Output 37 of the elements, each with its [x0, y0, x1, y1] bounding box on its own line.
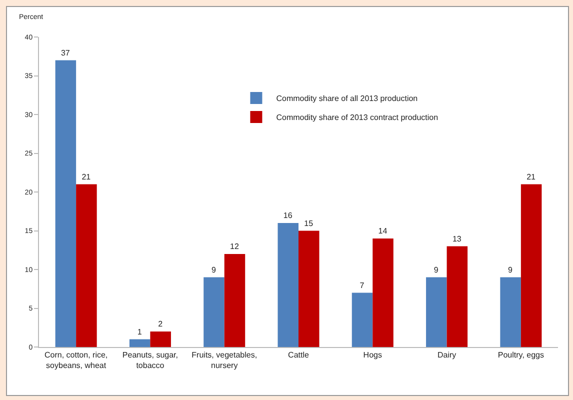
data-label: 21: [526, 172, 536, 182]
bar: [204, 277, 224, 347]
bar: [352, 292, 373, 347]
bar: [150, 332, 171, 347]
data-label: 21: [82, 172, 92, 182]
bar: [278, 223, 298, 347]
data-label: 15: [304, 218, 314, 228]
bar: [129, 339, 150, 347]
data-label: 9: [508, 265, 514, 274]
bar: [520, 184, 542, 347]
data-label: 37: [60, 48, 70, 58]
data-label: 13: [452, 234, 462, 244]
x-tick-label: Fruits, vegetables, nursery: [192, 350, 258, 370]
data-label: 9: [434, 265, 439, 274]
bar: [76, 184, 97, 347]
x-tick-label: Hogs: [363, 350, 382, 360]
bar: [426, 277, 447, 347]
bar: [446, 246, 468, 347]
data-label: 7: [360, 280, 365, 290]
data-label: 9: [211, 265, 216, 274]
data-label: 2: [158, 320, 164, 328]
bar: [224, 254, 246, 347]
legend-label: Commodity share of all 2013 production: [276, 94, 418, 104]
data-label: 12: [230, 242, 240, 251]
x-tick-label: Poultry, eggs: [498, 350, 544, 360]
bar: [500, 277, 521, 347]
x-tick-label: Peanuts, sugar, tobacco: [122, 350, 178, 370]
legend-label: Commodity share of 2013 contract production: [276, 113, 438, 122]
x-tick-label: Corn, cotton, rice, soybeans, wheat: [44, 350, 108, 370]
x-tick-label: Cattle: [288, 350, 310, 360]
bar: [55, 60, 76, 347]
x-tick-label: Dairy: [437, 350, 456, 360]
bar: [298, 230, 320, 347]
bar: [372, 238, 394, 347]
data-label: 16: [283, 211, 293, 220]
data-label: 1: [137, 327, 142, 336]
data-label: 14: [378, 226, 388, 236]
